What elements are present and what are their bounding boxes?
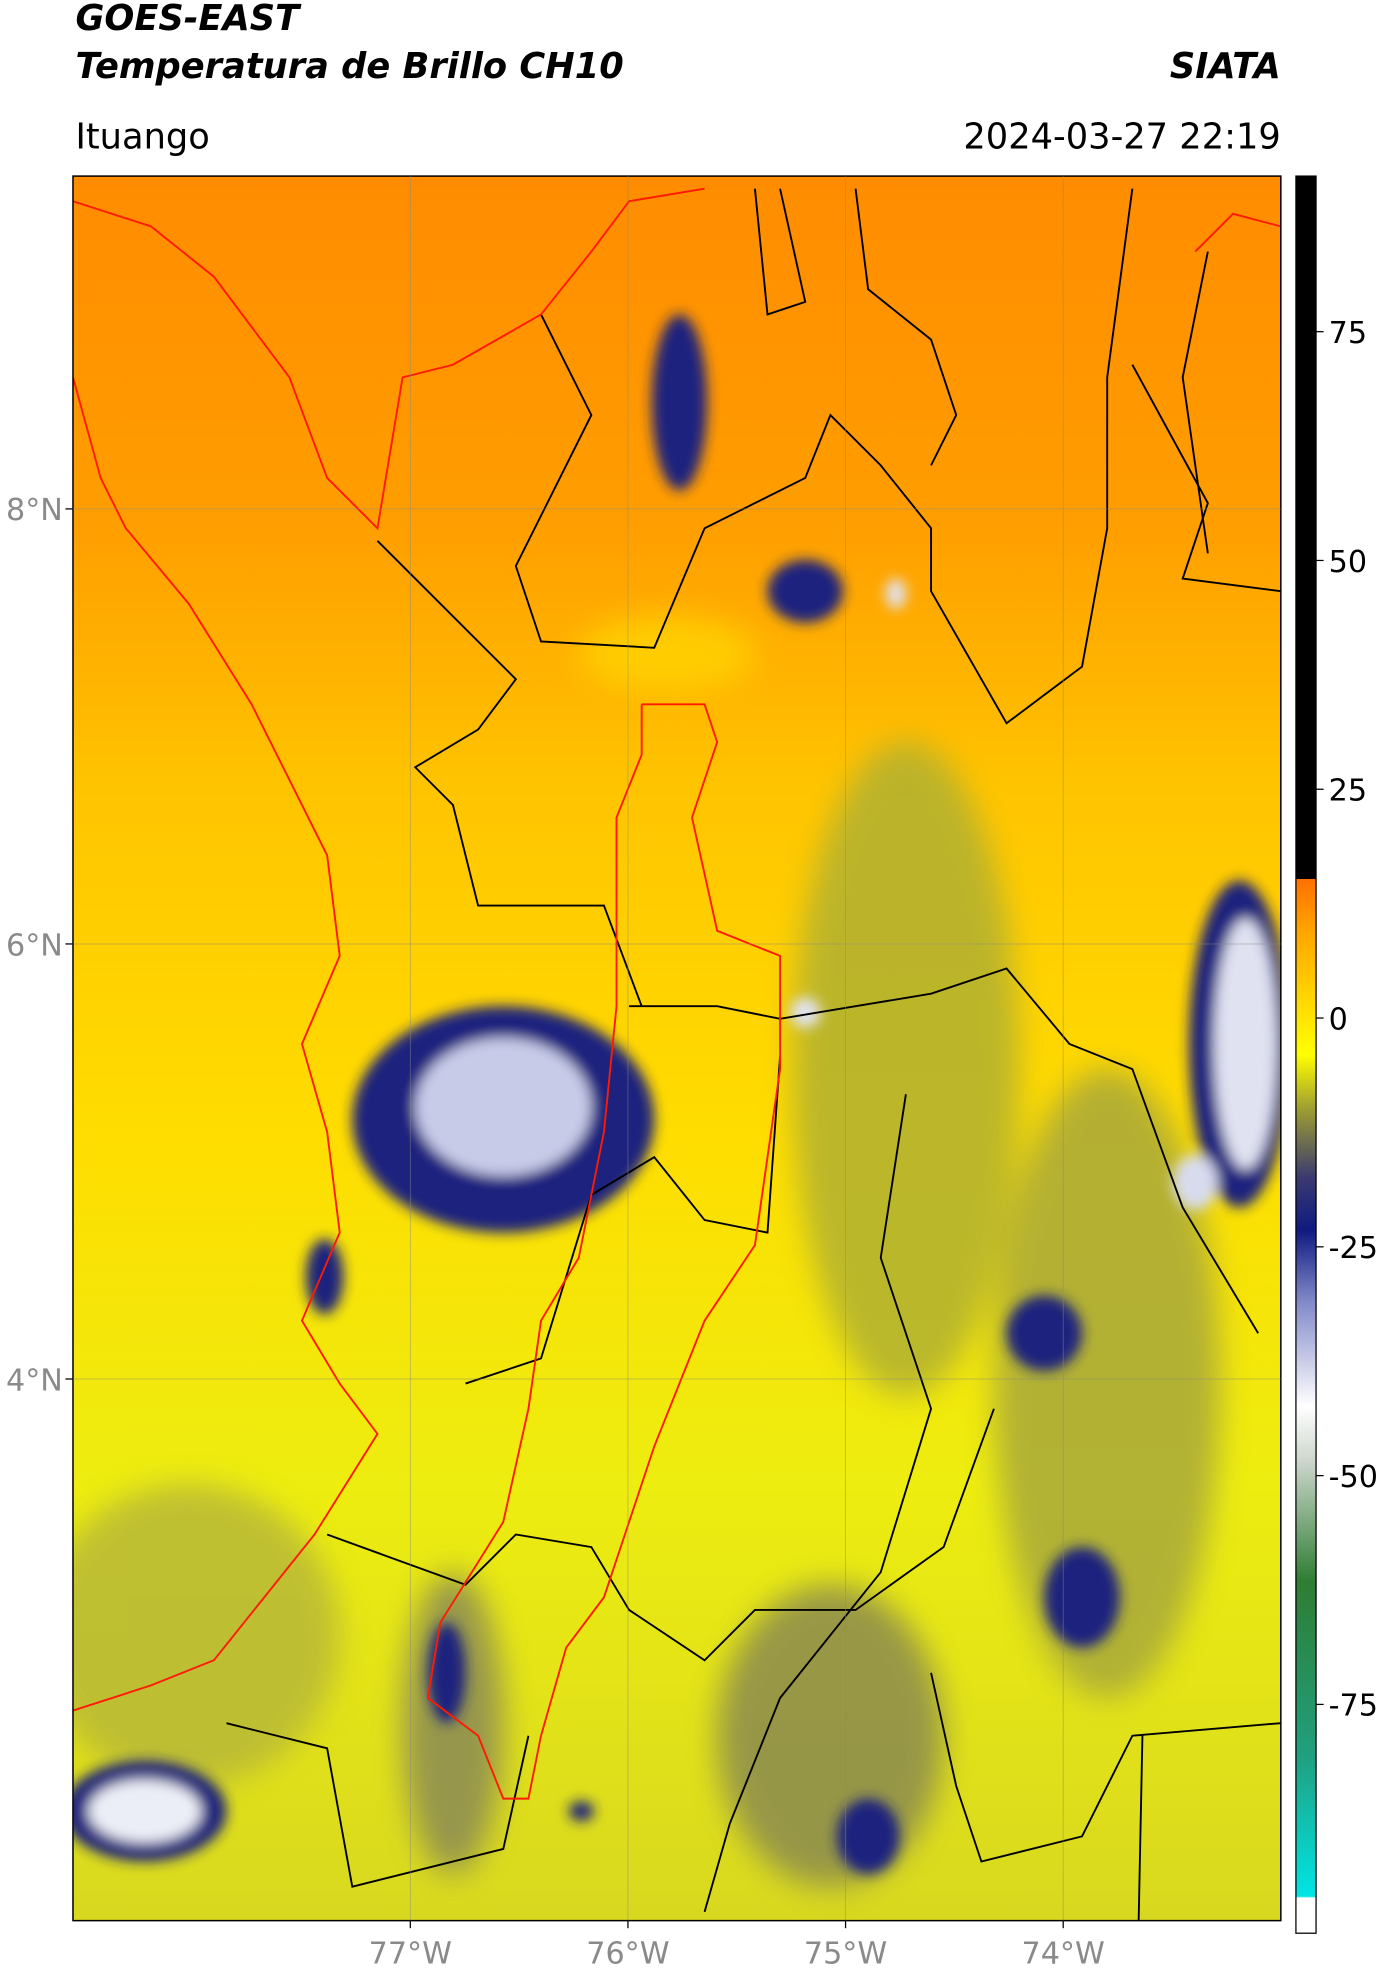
axes: 8°N 6°N 4°N 77°W 76°W 75°W 74°W: [6, 176, 1281, 1971]
colorbar-tick-label: 0: [1329, 1002, 1348, 1037]
colorbar-tick-label: -50: [1329, 1460, 1378, 1495]
title: GOES-EAST: [75, 0, 302, 39]
map-frame: [72, 175, 1282, 1922]
colorbar-tick-label: 75: [1329, 316, 1367, 351]
lat-tick-label: 8°N: [6, 493, 63, 528]
colorbar-ticks: 75 50 25 0 -25 -50 -75: [1316, 316, 1378, 1724]
lat-tick-label: 4°N: [6, 1363, 63, 1398]
lon-tick-label: 76°W: [586, 1936, 669, 1971]
map-image: [72, 176, 1281, 1921]
colorbar-tick-label: 50: [1329, 545, 1367, 580]
lat-tick-label: 6°N: [6, 928, 63, 963]
lon-tick-label: 75°W: [804, 1936, 887, 1971]
datetime: 2024-03-27 22:19: [963, 116, 1280, 157]
colorbar-tick-label: -25: [1329, 1231, 1378, 1266]
colorbar: [1295, 175, 1317, 1934]
location: Ituango: [75, 116, 209, 157]
colorbar-tick-label: -75: [1329, 1689, 1378, 1724]
lon-tick-label: 74°W: [1022, 1936, 1105, 1971]
subtitle: Temperatura de Brillo CH10: [75, 46, 623, 87]
colorbar-tick-label: 25: [1329, 774, 1367, 809]
brand: SIATA: [1170, 46, 1281, 87]
lon-tick-label: 77°W: [369, 1936, 452, 1971]
